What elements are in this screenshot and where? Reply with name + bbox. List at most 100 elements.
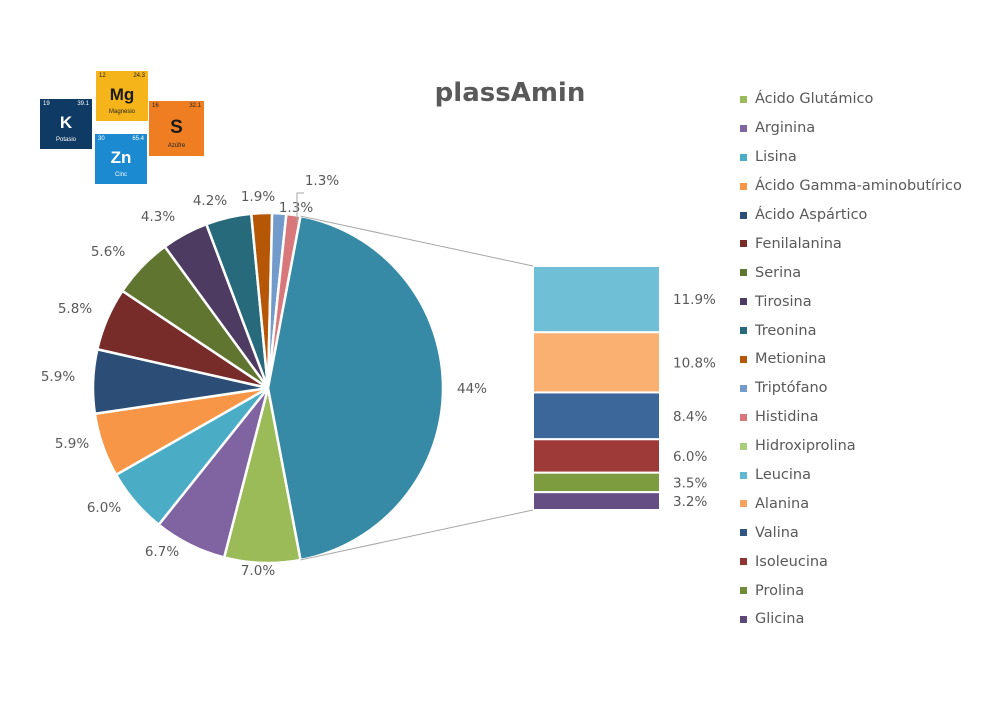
- element-name: Magnesio: [108, 109, 135, 115]
- legend-swatch: [740, 327, 747, 335]
- legend-label: Prolina: [755, 582, 805, 599]
- legend-item-histidina: Histidina: [740, 403, 995, 432]
- legend-item-metionina: Metionina: [740, 345, 995, 374]
- atomic-number: 19: [43, 101, 50, 107]
- legend-item-triptofano: Triptófano: [740, 374, 995, 403]
- bar-data-label: 3.2%: [673, 494, 707, 510]
- pie-labels: 7.0% 6.7% 6.0% 5.9% 5.9% 5.8% 5.6% 4.3% 4.2% 1.9%…: [41, 173, 487, 579]
- bar-segment-hidroxiprolina: [532, 265, 661, 334]
- legend-label: Treonina: [755, 322, 817, 339]
- pie-data-label: 5.9%: [41, 369, 75, 385]
- legend-swatch: [740, 269, 747, 277]
- legend-swatch: [740, 587, 747, 595]
- legend-swatch: [740, 124, 747, 132]
- legend-label: Triptófano: [755, 380, 828, 397]
- bar-segment-prolina: [532, 491, 661, 512]
- legend-label: Alanina: [755, 495, 810, 512]
- legend-item-glicina: Glicina: [740, 605, 995, 634]
- legend-label: Glicina: [755, 611, 805, 628]
- legend-label: Serina: [755, 264, 802, 281]
- legend-label: Valina: [755, 524, 799, 541]
- legend-item-tirosina: Tirosina: [740, 287, 995, 316]
- legend-label: Histidina: [755, 409, 819, 426]
- pie-data-label: 1.9%: [241, 189, 275, 205]
- element-tile-zn: 30 65.4 Zn Cinc: [95, 134, 147, 184]
- legend-swatch: [740, 298, 747, 306]
- legend-item-lisina: Lisina: [740, 143, 995, 172]
- pie-data-label: 6.7%: [145, 544, 179, 560]
- element-symbol: K: [59, 113, 73, 132]
- legend-swatch: [740, 240, 747, 248]
- legend-label: Lisina: [755, 149, 797, 166]
- legend-item-fenilalanina: Fenilalanina: [740, 229, 995, 258]
- bar-segment-valina: [532, 438, 661, 474]
- legend-swatch: [740, 442, 747, 450]
- legend-item-alanina: Alanina: [740, 489, 995, 518]
- pie-slices: [91, 211, 445, 565]
- legend-label: Tirosina: [755, 293, 812, 310]
- legend-label: Fenilalanina: [755, 235, 842, 252]
- legend-item-isoleucina: Isoleucina: [740, 547, 995, 576]
- atomic-number: 12: [99, 73, 106, 79]
- legend-swatch: [740, 615, 747, 623]
- bar-data-label: 6.0%: [673, 449, 707, 465]
- bar-data-label: 3.5%: [673, 475, 707, 491]
- legend-item-prolina: Prolina: [740, 576, 995, 605]
- bar-segment-leucina: [532, 331, 661, 394]
- element-tile-mg: 12 24.3 Mg Magnesio: [96, 71, 148, 121]
- legend-item-serina: Serina: [740, 258, 995, 287]
- legend-swatch: [740, 211, 747, 219]
- legend-swatch: [740, 355, 747, 363]
- pie-data-label: 4.3%: [141, 209, 175, 225]
- legend-swatch: [740, 413, 747, 421]
- element-name: Azúfre: [167, 143, 186, 149]
- element-name: Cinc: [114, 172, 127, 178]
- legend-swatch: [740, 182, 747, 190]
- legend-label: Metionina: [755, 351, 827, 368]
- legend-swatch: [740, 529, 747, 537]
- legend-item-treonina: Treonina: [740, 316, 995, 345]
- pie-data-label: 6.0%: [87, 500, 121, 516]
- legend-swatch: [740, 558, 747, 566]
- pie-data-label: 7.0%: [241, 563, 275, 579]
- breakdown-bar: 11.9% 10.8% 8.4% 6.0% 3.5% 3.2%: [532, 265, 716, 512]
- legend-label: Isoleucina: [755, 553, 828, 570]
- legend-item-hidroxiprolina: Hidroxiprolina: [740, 432, 995, 461]
- connector-line-top: [300, 215, 534, 267]
- legend-item-acido-gamma-aminobutirico: Ácido Gamma-aminobutírico: [740, 172, 995, 201]
- element-symbol: Mg: [109, 85, 135, 104]
- bar-data-label: 8.4%: [673, 409, 707, 425]
- legend-swatch: [740, 500, 747, 508]
- chart-legend: Ácido Glutámico Arginina Lisina Ácido Gamma…: [740, 85, 995, 634]
- legend-swatch: [740, 95, 747, 103]
- legend-label: Ácido Gamma-aminobutírico: [755, 178, 962, 195]
- element-symbol: Zn: [110, 148, 132, 167]
- legend-swatch: [740, 471, 747, 479]
- atomic-number: 16: [152, 103, 159, 109]
- element-symbol: S: [170, 117, 183, 138]
- legend-label: Leucina: [755, 467, 812, 484]
- legend-label: Hidroxiprolina: [755, 438, 856, 455]
- legend-swatch: [740, 153, 747, 161]
- bar-segment-isoleucina: [532, 471, 661, 494]
- pie-data-label: 1.3%: [305, 173, 339, 189]
- pie-data-label: 1.3%: [279, 200, 313, 216]
- atomic-number: 30: [98, 136, 105, 142]
- bar-segment-alanina: [532, 391, 661, 441]
- legend-label: Ácido Aspártico: [755, 207, 868, 223]
- bar-data-label: 10.8%: [673, 355, 716, 371]
- pie-data-label: 5.9%: [55, 436, 89, 452]
- legend-label: Ácido Glutámico: [755, 91, 874, 108]
- connector-line-bottom: [300, 509, 534, 561]
- atomic-mass: 24.3: [133, 73, 145, 79]
- legend-label: Arginina: [755, 120, 816, 137]
- legend-item-arginina: Arginina: [740, 114, 995, 143]
- chart-title: plassAmin: [434, 78, 586, 108]
- element-tile-k: 19 39.1 K Potasio: [40, 99, 92, 149]
- legend-item-acido-aspartico: Ácido Aspártico: [740, 201, 995, 230]
- pie-slice-other: [266, 214, 445, 562]
- element-tile-s: 16 32.1 S Azúfre: [149, 101, 204, 156]
- leader-line: [296, 192, 304, 223]
- pie-data-label-other: 44%: [457, 381, 487, 397]
